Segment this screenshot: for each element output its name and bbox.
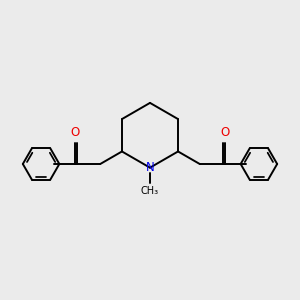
Text: O: O xyxy=(220,126,230,139)
Text: N: N xyxy=(146,161,154,174)
Text: O: O xyxy=(70,126,80,139)
Text: CH₃: CH₃ xyxy=(141,186,159,196)
